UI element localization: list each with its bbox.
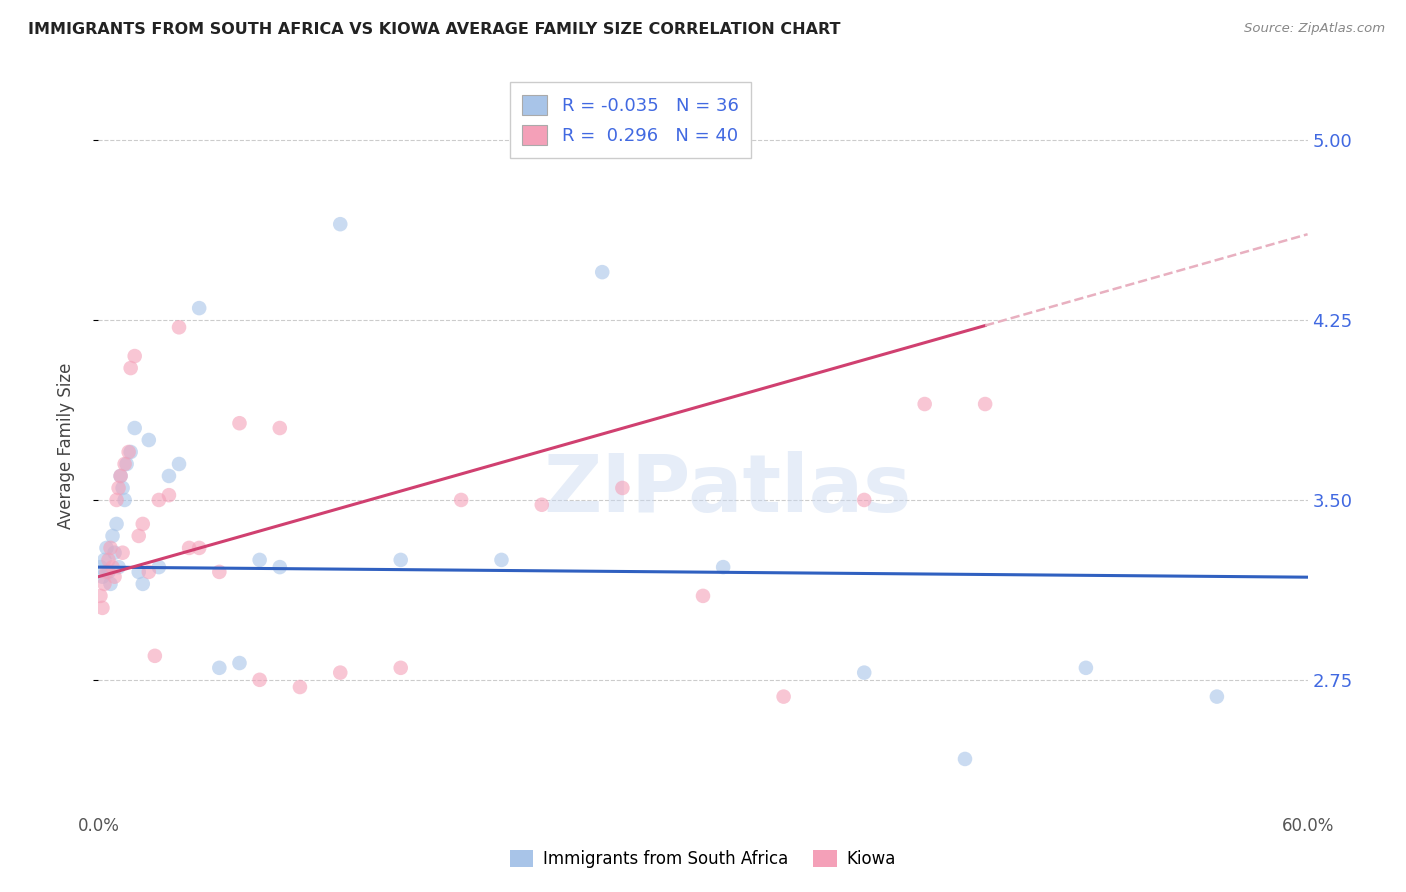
Point [132,516,155,531]
Point [89,589,111,603]
Point [1206,690,1229,704]
Point [110,469,132,483]
Point [157,469,180,483]
Point [107,560,129,574]
Point [188,541,211,555]
Point [93,553,115,567]
Point [612,481,634,495]
Point [96,541,118,555]
Point [105,516,128,531]
Point [96,565,118,579]
Point [288,680,311,694]
Text: Source: ZipAtlas.com: Source: ZipAtlas.com [1244,22,1385,36]
Point [143,648,166,663]
Point [329,665,352,680]
Point [1074,661,1097,675]
Point [148,492,170,507]
Point [101,529,124,543]
Point [179,541,201,555]
Point [389,661,412,675]
Point [120,445,142,459]
Point [111,546,134,560]
Point [103,546,125,560]
Point [208,565,231,579]
Point [269,421,291,435]
Point [101,560,124,574]
Point [167,320,190,334]
Point [115,457,138,471]
Point [491,553,513,567]
Point [100,577,122,591]
Point [138,565,160,579]
Text: IMMIGRANTS FROM SOUTH AFRICA VS KIOWA AVERAGE FAMILY SIZE CORRELATION CHART: IMMIGRANTS FROM SOUTH AFRICA VS KIOWA AV… [28,22,841,37]
Point [105,492,128,507]
Point [93,577,115,591]
Legend: Immigrants from South Africa, Kiowa: Immigrants from South Africa, Kiowa [503,843,903,875]
Point [138,433,160,447]
Point [118,445,141,459]
Y-axis label: Average Family Size: Average Family Size [56,363,75,529]
Point [89,560,111,574]
Point [128,565,150,579]
Point [114,492,136,507]
Point [389,553,412,567]
Point [148,560,170,574]
Point [228,416,250,430]
Point [91,570,114,584]
Point [692,589,714,603]
Point [120,361,142,376]
Point [188,301,211,315]
Point [111,481,134,495]
Point [772,690,794,704]
Point [249,673,271,687]
Point [974,397,997,411]
Point [91,600,114,615]
Point [269,560,291,574]
Point [329,217,352,231]
Legend: R = -0.035   N = 36, R =  0.296   N = 40: R = -0.035 N = 36, R = 0.296 N = 40 [509,82,751,158]
Point [853,492,876,507]
Point [103,570,125,584]
Point [132,577,155,591]
Point [711,560,734,574]
Point [100,541,122,555]
Point [249,553,271,567]
Point [157,488,180,502]
Point [530,498,553,512]
Point [591,265,613,279]
Point [228,656,250,670]
Point [114,457,136,471]
Point [853,665,876,680]
Text: ZIPatlas: ZIPatlas [543,450,911,529]
Point [124,349,146,363]
Point [450,492,472,507]
Point [124,421,146,435]
Point [128,529,150,543]
Point [914,397,936,411]
Point [107,481,129,495]
Point [97,565,120,579]
Point [110,469,132,483]
Point [208,661,231,675]
Point [167,457,190,471]
Point [953,752,976,766]
Point [97,553,120,567]
